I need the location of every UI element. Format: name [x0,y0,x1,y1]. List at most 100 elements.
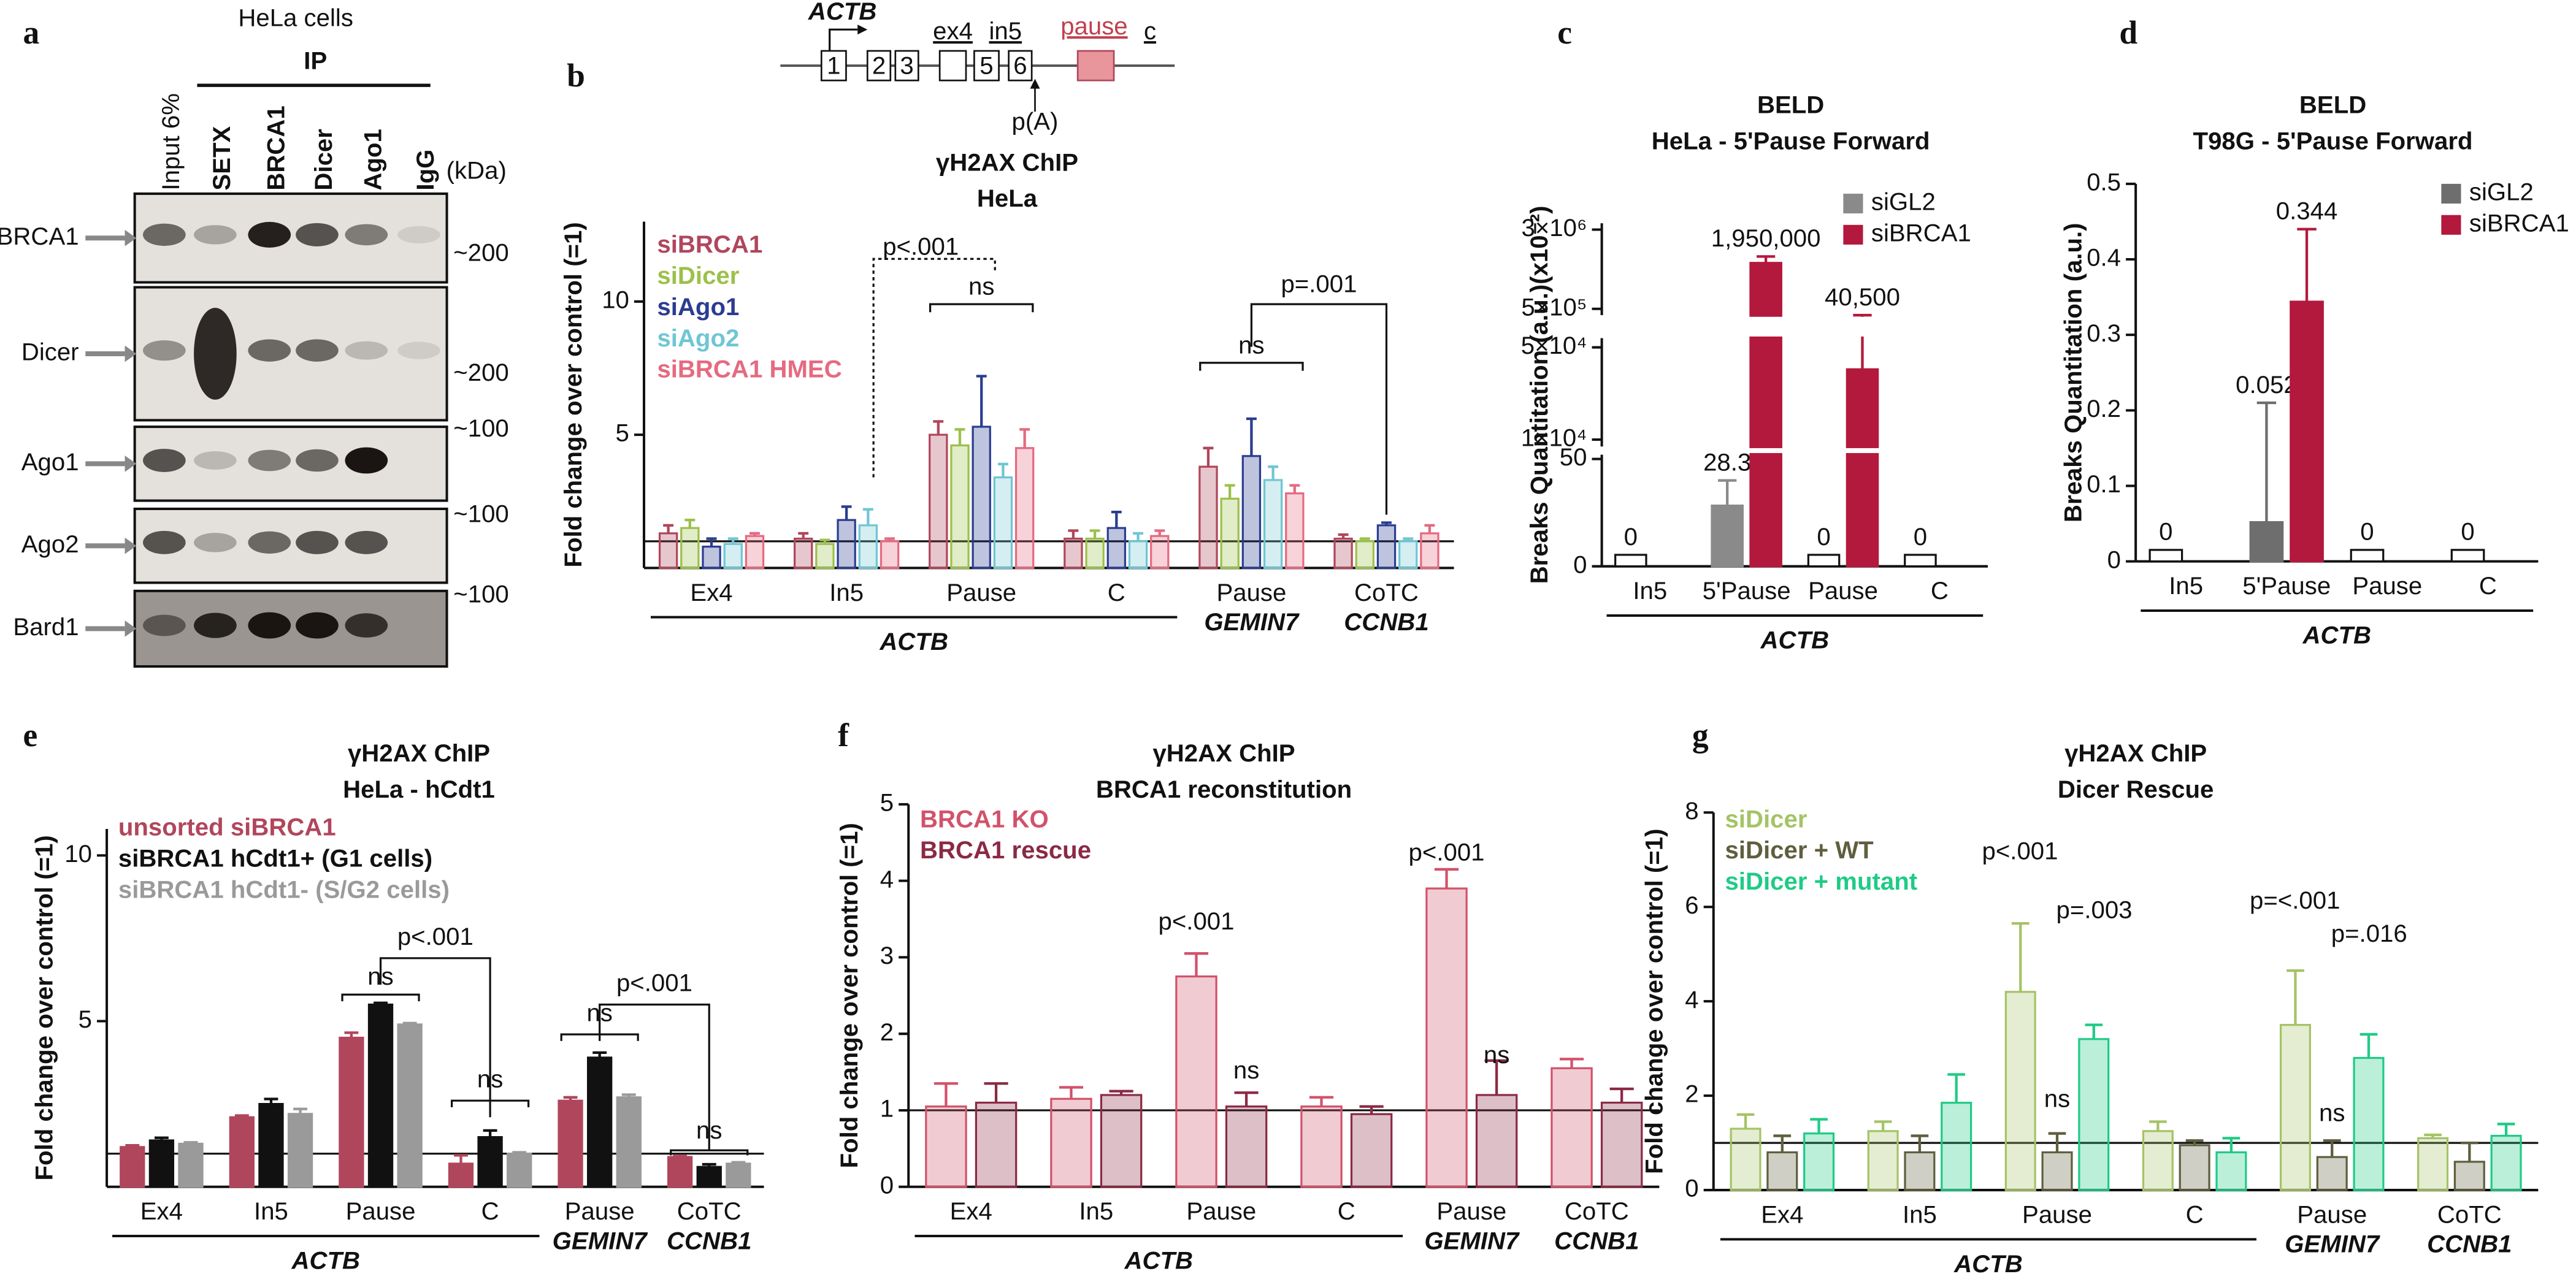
y-tick-label: 2 [1685,1080,1698,1108]
x-tick-label: In5 [1903,1201,1937,1229]
bar [1904,554,1937,568]
bar [1064,537,1083,569]
axis-break [1589,316,1988,337]
group-label: CCNB1 [2427,1230,2512,1258]
annotation: p=.001 [1281,270,1357,297]
row-label: Ago2 [21,530,79,558]
size-marker: ~100 [453,580,508,608]
annotation: p<.001 [1409,839,1485,866]
bar [287,1113,313,1188]
data-label: 1,950,000 [1711,224,1821,252]
exon [973,50,1000,82]
y-tick-label: 5×10⁴ [1521,332,1587,359]
x-tick-label: Pause [1216,579,1286,606]
region-label: ex4 [933,17,973,45]
y-axis-label: Breaks Quantitation (a.u.) [2060,223,2087,522]
bar [1128,540,1148,569]
bar [1475,1094,1518,1188]
exon [866,50,892,82]
annotation: ns [968,273,994,300]
x-tick-label: Pause [2352,572,2422,600]
bar [2004,991,2036,1191]
legend-label: siDicer + mutant [1725,868,1918,895]
x-tick-label: Ex4 [140,1197,183,1225]
y-tick-label: 1 [880,1095,894,1123]
exon [820,50,847,82]
annotation: ns [1233,1056,1259,1084]
size-marker: ~200 [453,239,508,267]
group-label: ACTB [291,1246,360,1274]
group-label: ACTB [1124,1246,1194,1274]
group-label: ACTB [879,628,948,655]
legend-label: siDicer [1725,805,1807,833]
bracket [670,1149,749,1156]
bar [1807,554,1841,568]
y-tick-label: 0 [880,1171,894,1199]
arrow-head [125,537,137,554]
bar [616,1096,642,1188]
y-tick-label: 8 [1685,797,1698,825]
bar [1300,1105,1343,1188]
chart-subtitle: HeLa - hCdt1 [343,776,495,803]
legend-swatch [2441,215,2461,235]
bar [558,1099,583,1188]
y-tick-label: 0.1 [2087,470,2121,498]
bar [667,1156,693,1188]
annotation: p<.001 [1159,907,1235,935]
bar [1904,1151,1936,1191]
row-label: Ago1 [21,448,79,476]
x-tick-label: Pause [1436,1197,1506,1225]
annotation: p<.001 [883,233,959,261]
y-axis-label: Fold change over control (=1) [559,222,587,567]
panel-label: g [1692,717,1709,754]
x-tick-label: CoTC [677,1197,742,1225]
band [143,340,186,361]
polya-head [1030,78,1040,89]
legend-swatch [2441,183,2461,204]
band [296,530,339,554]
legend-label: unsorted siBRCA1 [118,814,336,841]
group-label: ACTB [1953,1250,2023,1278]
y-tick-label: 0 [1685,1175,1698,1202]
x-tick-label: Pause [2297,1201,2367,1229]
x-tick-label: In5 [2169,572,2203,600]
region-label: c [1144,17,1156,45]
y-tick-label: 4 [1685,986,1698,1013]
group-label: GEMIN7 [553,1227,648,1254]
panel-label: d [2119,14,2137,51]
chart-title: γH2AX ChIP [2064,739,2207,767]
x-tick-label: C [1338,1197,1355,1225]
chart-title: γH2AX ChIP [1152,739,1295,767]
data-label: 0 [2461,518,2474,546]
y-tick-label: 10 [64,840,92,868]
x-tick-label: CoTC [2437,1201,2502,1229]
bar [925,1105,967,1188]
legend-label: siGL2 [2469,178,2534,206]
y-tick-label: 5 [79,1005,92,1033]
x-tick-label: Ex4 [950,1197,992,1225]
x-tick-label: C [481,1197,499,1225]
bar [2490,1134,2522,1191]
bracket [341,993,420,1002]
chart-subtitle: T98G - 5'Pause Forward [2193,128,2473,155]
bar [2179,1144,2210,1191]
bar [1333,537,1353,569]
band [296,612,339,639]
bar [1551,1067,1593,1188]
band [248,221,291,248]
annotation: ns [2319,1099,2345,1127]
chart-title: BELD [1757,91,1824,119]
lane-label: Ago1 [359,129,386,190]
x-tick-label: C [2479,572,2497,600]
data-label: 0 [1914,523,1927,551]
annotation: ns [477,1065,503,1093]
data-label: 40,500 [1825,283,1900,311]
bar [1106,527,1127,569]
bar [1846,368,1879,568]
band [143,614,186,636]
unit: (kDa) [447,157,507,185]
legend-label: siGL2 [1871,188,1936,216]
arrow-head [125,455,137,472]
bar [2149,549,2183,563]
legend-label: BRCA1 KO [920,805,1049,833]
